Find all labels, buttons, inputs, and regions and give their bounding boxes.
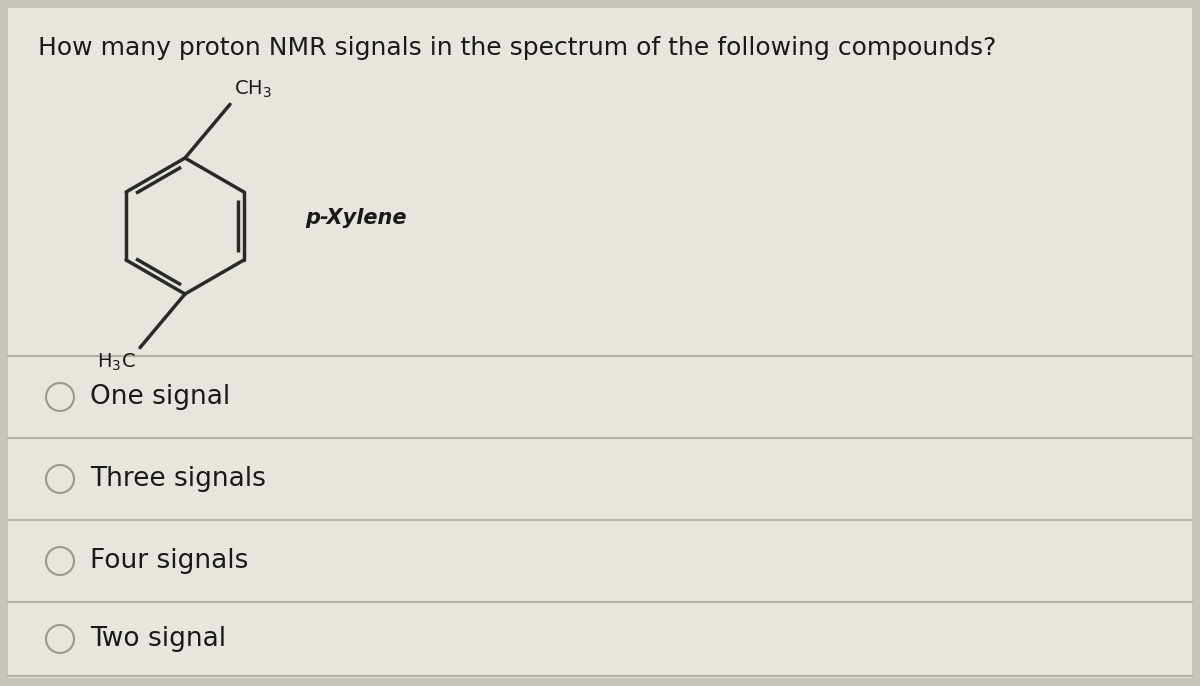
Text: How many proton NMR signals in the spectrum of the following compounds?: How many proton NMR signals in the spect… bbox=[38, 36, 996, 60]
FancyBboxPatch shape bbox=[8, 8, 1192, 678]
Text: Four signals: Four signals bbox=[90, 548, 248, 574]
Text: CH$_3$: CH$_3$ bbox=[234, 79, 272, 100]
Text: p-Xylene: p-Xylene bbox=[305, 208, 407, 228]
Text: Three signals: Three signals bbox=[90, 466, 266, 492]
Text: Two signal: Two signal bbox=[90, 626, 226, 652]
Text: One signal: One signal bbox=[90, 384, 230, 410]
Text: H$_3$C: H$_3$C bbox=[97, 352, 136, 373]
